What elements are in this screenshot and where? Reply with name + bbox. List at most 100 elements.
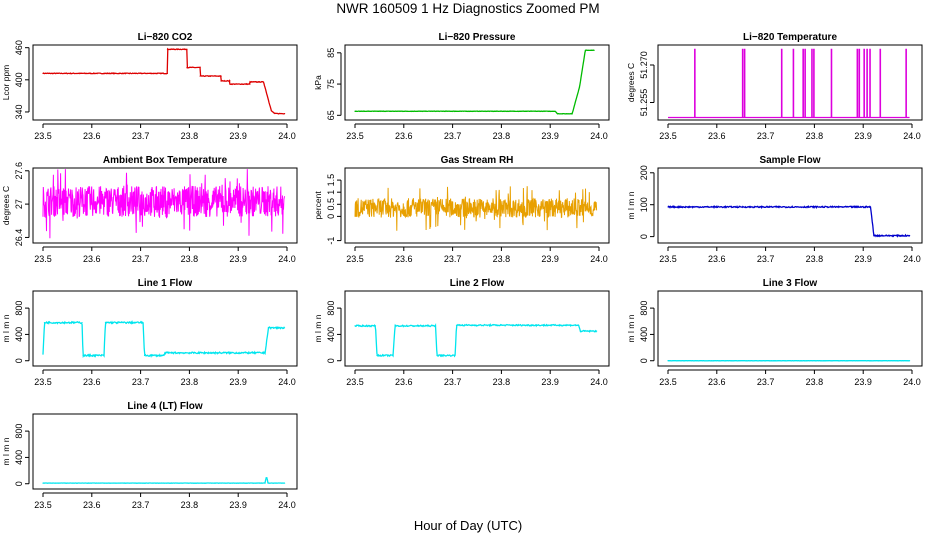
data-point: [593, 49, 595, 51]
data-point: [595, 330, 598, 332]
x-tick-label: 23.7: [444, 254, 462, 264]
data-point: [274, 112, 276, 115]
x-tick-label: 23.6: [83, 131, 101, 141]
x-tick-label: 23.7: [757, 377, 775, 387]
data-point: [283, 112, 286, 115]
data-point: [103, 354, 105, 357]
x-tick-label: 23.9: [229, 254, 247, 264]
series-line: [42, 319, 285, 359]
x-tick-label: 23.6: [395, 377, 413, 387]
x-tick-label: 24.0: [590, 254, 608, 264]
x-tick-label: 23.9: [229, 500, 247, 510]
x-tick-label: 24.0: [903, 131, 921, 141]
x-tick-label: 24.0: [278, 254, 296, 264]
data-point: [262, 81, 265, 83]
series-line: [354, 323, 598, 358]
y-tick-label: 400: [639, 327, 649, 342]
data-point: [166, 72, 169, 74]
x-tick-label: 23.8: [181, 131, 199, 141]
data-point: [267, 327, 270, 329]
data-point: [584, 49, 586, 51]
x-tick-label: 23.9: [229, 131, 247, 141]
data-point: [199, 66, 201, 69]
y-tick-label: 26.4: [14, 229, 24, 247]
y-tick-label: 27: [14, 199, 24, 209]
y-tick-label: 800: [14, 301, 24, 316]
data-point: [436, 354, 438, 357]
x-tick-label: 23.5: [659, 131, 677, 141]
plot-frame: [32, 290, 298, 367]
x-tick-label: 23.5: [34, 377, 52, 387]
x-axis-label: Hour of Day (UTC): [413, 518, 523, 533]
x-tick-label: 24.0: [590, 377, 608, 387]
data-point: [376, 354, 378, 357]
x-tick-label: 23.7: [132, 500, 150, 510]
panel-title: Gas Stream RH: [441, 155, 514, 166]
series-line: [42, 169, 286, 239]
x-tick-label: 24.0: [903, 377, 921, 387]
series-line: [42, 477, 285, 484]
y-tick-label: 0: [14, 481, 24, 486]
data-point: [163, 354, 165, 357]
data-point: [270, 110, 272, 112]
y-axis-label: percent: [313, 191, 323, 220]
x-tick-label: 23.6: [83, 377, 101, 387]
y-tick-label: 100: [639, 197, 649, 212]
data-point: [143, 354, 146, 357]
plot-frame: [32, 413, 298, 490]
panel-title: Sample Flow: [759, 155, 820, 166]
panel-line-3-flow: Line 3 Flow m l m n 23.5 23.6 23.7 23.8 23.9 24…: [626, 278, 923, 387]
y-axis-label: kPa: [313, 75, 323, 90]
x-tick-label: 23.6: [395, 131, 413, 141]
x-tick-label: 23.7: [132, 377, 150, 387]
data-point: [667, 360, 669, 362]
y-tick-label: 51.270: [639, 51, 649, 79]
plot-frame: [657, 44, 923, 121]
data-point: [264, 482, 266, 484]
x-tick-label: 23.5: [346, 254, 364, 264]
y-tick-label: 400: [14, 327, 24, 342]
panel-title: Ambient Box Temperature: [103, 155, 228, 166]
x-tick-label: 23.5: [34, 254, 52, 264]
data-point: [454, 354, 456, 357]
x-tick-label: 23.9: [854, 377, 872, 387]
data-point: [908, 360, 911, 362]
data-point: [283, 482, 286, 484]
plot-frame: [344, 290, 610, 367]
data-point: [220, 75, 222, 77]
data-point: [186, 48, 188, 50]
x-tick-label: 24.0: [590, 131, 608, 141]
data-point: [43, 321, 46, 324]
data-point: [579, 330, 582, 332]
figure-title: NWR 160509 1 Hz Diagnostics Zoomed PM: [336, 1, 600, 16]
x-tick-label: 23.5: [34, 500, 52, 510]
data-point: [142, 321, 144, 324]
data-point: [455, 324, 458, 326]
data-point: [81, 321, 83, 324]
x-tick-label: 23.6: [708, 377, 726, 387]
panel-title: Line 2 Flow: [450, 278, 505, 289]
x-tick-label: 23.8: [493, 131, 511, 141]
y-tick-label: 340: [14, 104, 24, 119]
data-point: [265, 477, 267, 479]
series-line: [354, 186, 598, 231]
y-tick-label: 0.5: [326, 198, 336, 211]
y-axis-label: m l m n: [1, 437, 11, 465]
plot-frame: [344, 44, 610, 121]
x-tick-label: 23.8: [493, 254, 511, 264]
x-tick-label: 23.6: [395, 254, 413, 264]
data-point: [374, 325, 377, 327]
panel-li-820-pressure: Li−820 Pressure kPa 23.5 23.6 23.7 23.8 23.9 24…: [313, 32, 610, 141]
x-tick-label: 23.7: [132, 131, 150, 141]
y-axis-label: m l m n: [313, 314, 323, 342]
x-tick-label: 23.5: [659, 254, 677, 264]
panel-li-820-co2: Li−820 CO2 Lcor ppm 23.5 23.6 23.7 23.8 23.9 24…: [1, 32, 298, 141]
panel-li-820-temperature: Li−820 Temperature degrees C 23.5 23.6 23.7 2…: [626, 32, 923, 141]
y-axis-label: m l m n: [1, 314, 11, 342]
series-line: [355, 49, 595, 115]
x-tick-label: 23.8: [806, 377, 824, 387]
y-tick-label: 1.5: [326, 174, 336, 187]
y-tick-label: 800: [639, 301, 649, 316]
x-tick-label: 23.9: [229, 377, 247, 387]
